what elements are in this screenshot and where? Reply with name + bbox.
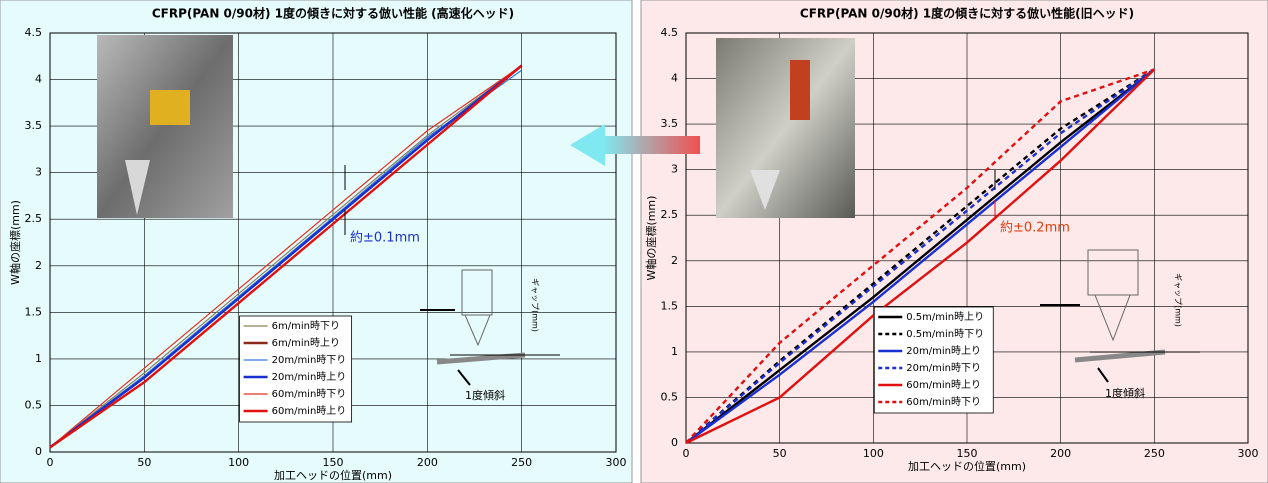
comparison-arrow [603, 136, 700, 154]
series-line [685, 68, 1156, 445]
y-tick-label: 2 [671, 254, 678, 267]
series-line [49, 65, 523, 448]
y-tick-label: 0 [671, 436, 678, 449]
y-tick-label: 4.5 [25, 26, 43, 39]
x-tick-label: 100 [863, 447, 884, 460]
x-tick-label: 50 [773, 447, 787, 460]
legend-label: 60m/min時下り [906, 396, 981, 408]
photo-detail [150, 90, 190, 125]
series-line [49, 64, 523, 449]
x-tick-label: 200 [1050, 447, 1071, 460]
y-tick-label: 3 [35, 166, 42, 179]
annotation: ギャップ(mm) [1174, 273, 1183, 327]
legend-box [239, 315, 353, 423]
y-tick-label: 4.5 [661, 26, 679, 39]
legend-box [873, 306, 994, 414]
y-tick-label: 1.5 [661, 299, 679, 312]
x-tick-label: 200 [417, 456, 438, 469]
chart: 0 0.5 1 1.5 2 2.5 3 3.5 4 4.5 0 50 100 150 200 250 300 CF… [644, 6, 1259, 474]
x-tick-label: 300 [1238, 447, 1259, 460]
y-tick-label: 1 [671, 345, 678, 358]
y-tick-label: 0 [35, 445, 42, 458]
series-line [49, 64, 523, 449]
y-tick-label: 0.5 [25, 398, 43, 411]
x-tick-label: 250 [1144, 447, 1165, 460]
y-tick-label: 2 [35, 259, 42, 272]
annotation: 1度傾斜 [1105, 386, 1145, 400]
y-tick-label: 3 [671, 163, 678, 176]
legend-label: 20m/min時下り [906, 362, 981, 374]
legend: 6m/min時下り 6m/min時上り 20m/min時下り 20m/min時上り 60… [239, 315, 353, 423]
series-line [49, 65, 523, 448]
x-tick-label: 300 [606, 456, 627, 469]
legend-label: 6m/min時下り [272, 320, 340, 332]
annotation: 約±0.2mm [1000, 221, 1070, 236]
legend-label: 20m/min時上り [272, 371, 347, 383]
plots: 00.511.522.533.544.50 50 100 150 200 250 300CF… [8, 6, 1259, 483]
comparison-arrowhead [570, 124, 605, 166]
legend-label: 60m/min時下り [272, 388, 347, 400]
legend-label: 20m/min時上り [906, 345, 981, 357]
annotation: 1度傾斜 [465, 388, 505, 402]
series-line [685, 68, 1155, 444]
y-tick-label: 2.5 [25, 212, 43, 225]
legend: 0.5m/min時上り 0.5m/min時下り 20m/min時上り 20m/min時… [873, 306, 994, 414]
photo-detail [125, 160, 150, 215]
head-diagram [420, 249, 1200, 386]
decorations: 約±0.1mm 約±0.2mm ギャップ(mm) ギャップ(mm) 1度傾斜 1… [97, 35, 1200, 402]
legend-label: 20m/min時下り [272, 354, 347, 366]
y-tick-label: 4 [35, 73, 42, 86]
chart-title: CFRP(PAN 0/90材) 1度の傾きに対する倣い性能(旧ヘッド) [800, 6, 1134, 21]
x-axis-label: 加工ヘッドの位置(mm) [274, 468, 392, 482]
series-line [49, 69, 523, 448]
head-photo [97, 35, 233, 218]
x-tick-label: 150 [957, 447, 978, 460]
series-line [685, 68, 1156, 444]
chart: 0 0.5 1 1.5 2 2.5 3 3.5 4 4.5 0 50 100 150 200 250 300 CF… [8, 6, 627, 483]
x-tick-label: 250 [511, 456, 532, 469]
x-tick-label: 0 [683, 447, 690, 460]
y-tick-label: 1.5 [25, 305, 43, 318]
head-photo [716, 38, 855, 218]
y-tick-label: 0.5 [661, 390, 679, 403]
chart-title: CFRP(PAN 0/90材) 1度の傾きに対する倣い性能 (高速化ヘッド) [152, 6, 514, 21]
legend-label: 60m/min時上り [272, 405, 347, 417]
y-tick-label: 4 [671, 72, 678, 85]
series-line [685, 68, 1156, 444]
y-tick-label: 3.5 [25, 119, 43, 132]
photo-detail [750, 170, 780, 210]
x-tick-label: 50 [137, 456, 151, 469]
y-tick-label: 2.5 [661, 208, 679, 221]
x-axis-label: 加工ヘッドの位置(mm) [908, 459, 1026, 473]
x-tick-label: 150 [323, 456, 344, 469]
legend-label: 0.5m/min時上り [906, 311, 984, 323]
legend-label: 60m/min時上り [906, 379, 981, 391]
annotation: 約±0.1mm [350, 231, 420, 246]
annotation: ギャップ(mm) [531, 278, 540, 332]
legend-label: 6m/min時上り [272, 337, 340, 349]
x-tick-label: 100 [228, 456, 249, 469]
y-tick-label: 3.5 [661, 117, 679, 130]
y-axis-label: W軸の座標(mm) [8, 200, 22, 285]
legend-label: 0.5m/min時下り [906, 328, 984, 340]
y-axis-label: W軸の座標(mm) [644, 196, 658, 281]
photo-detail [790, 60, 810, 120]
series-line [685, 68, 1156, 444]
y-tick-label: 1 [35, 352, 42, 365]
x-tick-label: 0 [47, 456, 54, 469]
